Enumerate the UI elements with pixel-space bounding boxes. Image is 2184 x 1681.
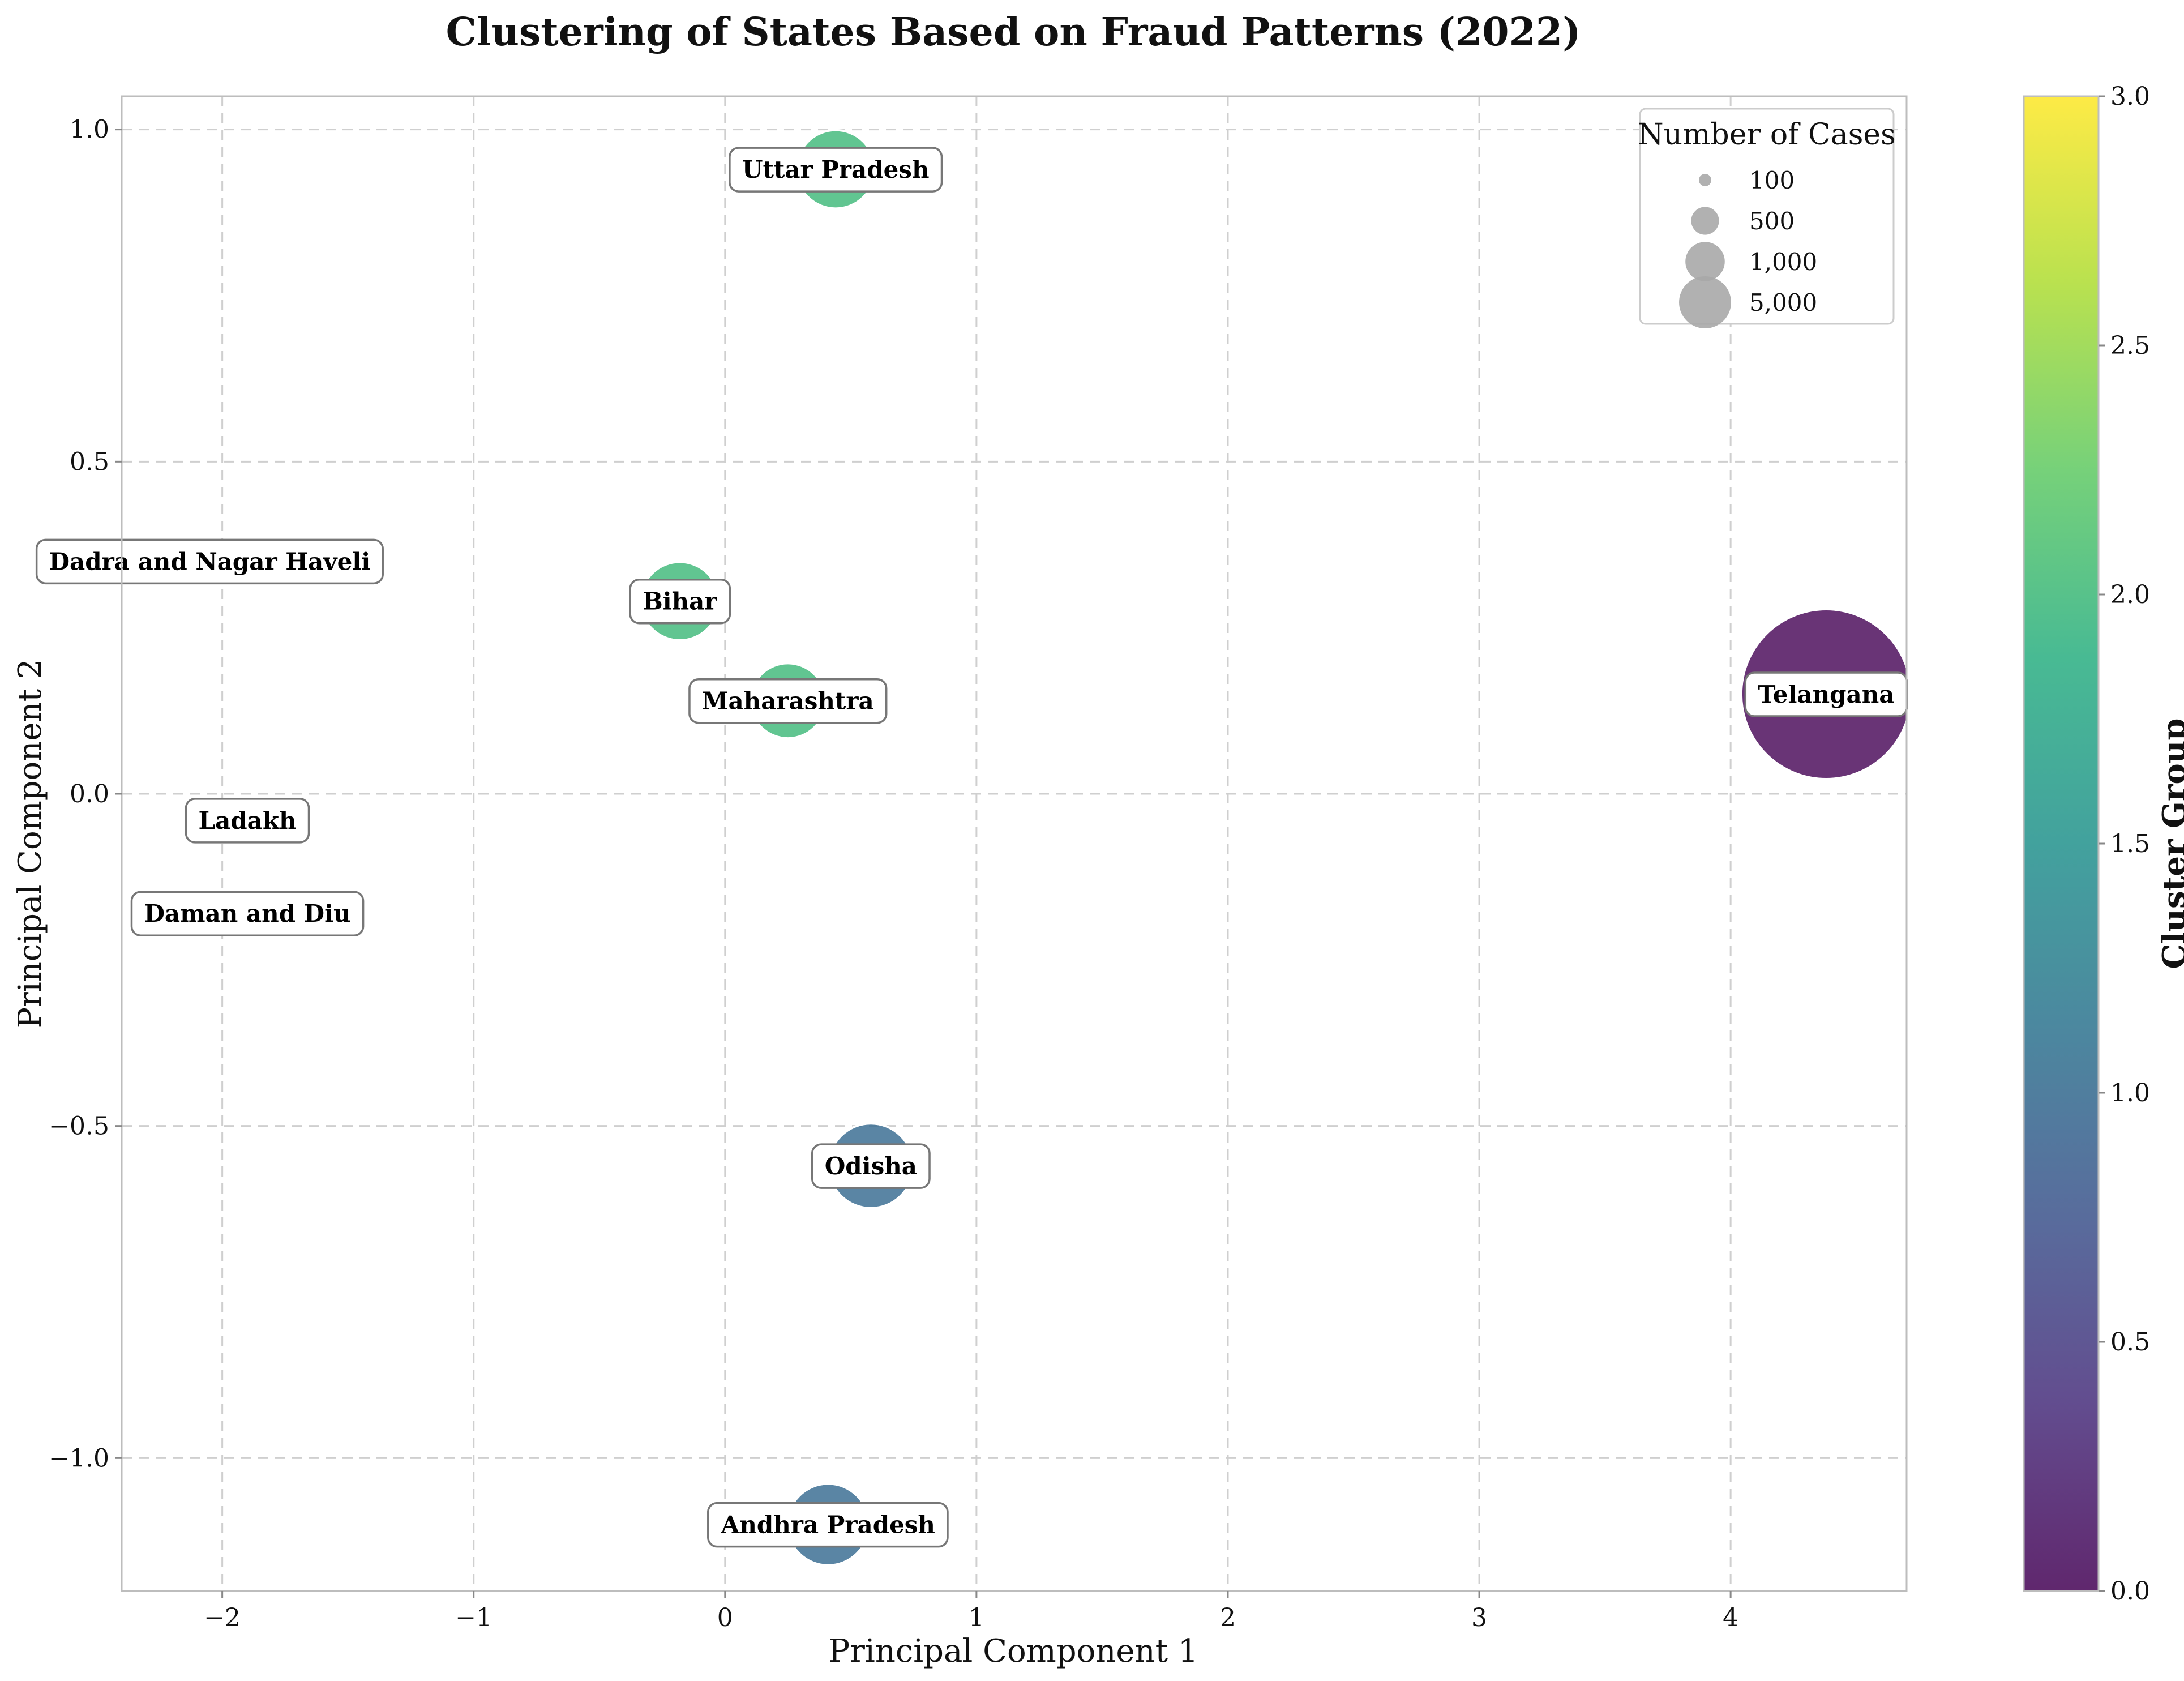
point-label-box	[185, 798, 310, 844]
legend-marker	[1699, 174, 1711, 186]
point-label: Daman and Diu	[130, 891, 365, 936]
legend-label: 1,000	[1749, 248, 1817, 276]
colorbar-tick-label: 0.5	[2110, 1328, 2150, 1357]
y-axis-label: Principal Component 2	[12, 658, 49, 1028]
point-label-text: Uttar Pradesh	[742, 156, 930, 183]
y-tick-label: −0.5	[49, 1112, 109, 1141]
plot-frame	[121, 95, 1908, 1592]
legend-marker	[1691, 207, 1719, 235]
point-label-text: Bihar	[643, 588, 717, 615]
x-tick-label: −1	[455, 1603, 492, 1632]
point-label: Uttar Pradesh	[729, 147, 943, 193]
colorbar-tick-label: 2.0	[2110, 580, 2150, 609]
point-label-box	[629, 578, 731, 625]
colorbar-tick-label: 2.5	[2110, 331, 2150, 360]
point-label: Odisha	[811, 1143, 931, 1189]
colorbar-tick-label: 1.5	[2110, 829, 2150, 858]
x-axis-label: Principal Component 1	[828, 1633, 1198, 1670]
x-tick-label: 0	[717, 1603, 733, 1632]
point-label-box	[130, 891, 365, 936]
point-label-text: Maharashtra	[702, 687, 874, 715]
legend-title: Number of Cases	[1638, 118, 1896, 152]
y-tick-label: 0.0	[70, 780, 109, 809]
x-tick-label: 2	[1220, 1603, 1236, 1632]
colorbar-label: Cluster Group	[2156, 718, 2184, 969]
colorbar-gradient	[2024, 96, 2099, 1591]
x-tick-label: −2	[204, 1603, 241, 1632]
legend-marker	[1679, 276, 1731, 328]
legend-entries: 100 500 1,000 5,000	[1679, 166, 1817, 328]
colorbar-tick-label: 3.0	[2110, 82, 2150, 111]
size-legend: Number of Cases 100 500 1,000 5,000	[1638, 108, 1896, 328]
y-tick-label: 1.0	[70, 116, 109, 144]
point-label: Telangana	[1744, 671, 1908, 717]
point-label-box	[35, 538, 384, 585]
grid-lines	[122, 96, 1907, 1591]
data-points	[197, 129, 1907, 1567]
point-label-text: Andhra Pradesh	[721, 1511, 935, 1539]
colorbar-tick-label: 0.0	[2110, 1577, 2150, 1606]
point-label-box	[707, 1502, 949, 1548]
x-tick-label: 1	[969, 1603, 984, 1632]
point-label: Bihar	[629, 578, 731, 625]
x-tick-label: 3	[1471, 1603, 1487, 1632]
legend-marker	[1685, 242, 1725, 281]
point-label-box	[729, 147, 943, 193]
colorbar: 0.0 0.5 1.0 1.5 2.0 2.5 3.0 Cluster Group	[2023, 82, 2184, 1606]
legend-label: 100	[1749, 166, 1795, 194]
point-label-text: Odisha	[825, 1152, 917, 1180]
x-tick-label: 4	[1723, 1603, 1738, 1632]
legend-label: 5,000	[1749, 289, 1817, 316]
point-label-text: Daman and Diu	[144, 900, 350, 927]
point-label-box	[688, 678, 888, 724]
point-label: Maharashtra	[688, 678, 888, 724]
colorbar-tick-label: 1.0	[2110, 1079, 2150, 1107]
y-tick-label: 0.5	[70, 447, 109, 476]
point-label-text: Ladakh	[199, 807, 297, 835]
colorbar-ticks: 0.0 0.5 1.0 1.5 2.0 2.5 3.0	[2099, 82, 2150, 1606]
axis-ticks: −2 −1 0 1 2 3 4 −1.0 −0.5 0.0 0.5 1.0	[49, 116, 1738, 1632]
point-label: Andhra Pradesh	[707, 1502, 949, 1548]
point-labels: Uttar Pradesh Dadra and Nagar Haveli Bihar…	[35, 147, 1908, 1548]
point-label-text: Telangana	[1758, 681, 1894, 708]
point-label: Ladakh	[185, 798, 310, 844]
chart-title: Clustering of States Based on Fraud Patt…	[446, 10, 1581, 55]
legend-label: 500	[1749, 207, 1795, 235]
point-label: Dadra and Nagar Haveli	[35, 538, 384, 585]
y-tick-label: −1.0	[49, 1444, 109, 1473]
point-label-text: Dadra and Nagar Haveli	[49, 547, 371, 575]
point-label-box	[811, 1143, 931, 1189]
